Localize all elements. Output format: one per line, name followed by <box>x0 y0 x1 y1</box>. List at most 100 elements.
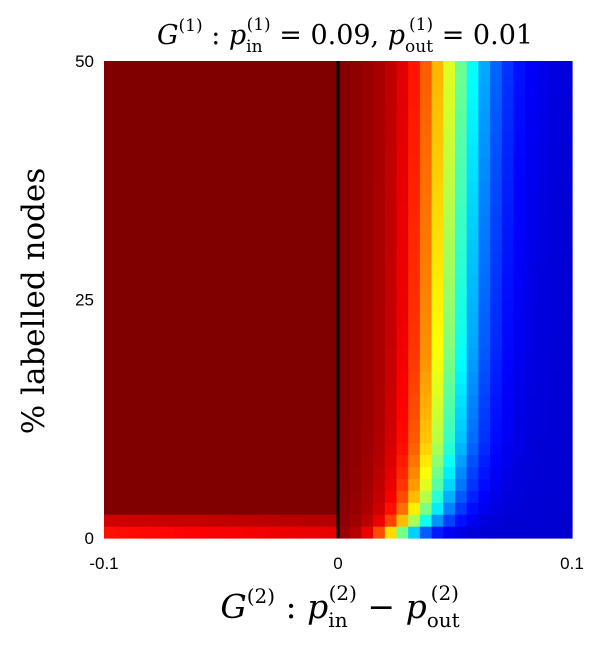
heatmap-cell <box>139 180 152 193</box>
heatmap-cell <box>302 371 316 384</box>
heatmap-cell <box>490 526 503 539</box>
heatmap-cell <box>244 347 257 360</box>
heatmap-cell <box>209 514 222 527</box>
heatmap-cell <box>302 514 316 527</box>
heatmap-cell <box>349 239 362 253</box>
heatmap-cell <box>244 61 257 74</box>
heatmap-cell <box>267 239 281 253</box>
heatmap-cell <box>104 204 117 217</box>
heatmap-cell <box>127 394 140 408</box>
heatmap-cell <box>232 132 245 146</box>
heatmap-cell <box>525 430 538 444</box>
heatmap-cell <box>560 394 573 408</box>
heatmap-cell <box>408 514 421 527</box>
heatmap-cell <box>209 418 222 432</box>
heatmap-cell <box>162 287 175 301</box>
heatmap-cell <box>104 502 117 515</box>
heatmap-cell <box>396 216 409 229</box>
heatmap-cell <box>162 359 175 372</box>
heatmap-cell <box>513 84 526 98</box>
heatmap-cell <box>232 287 245 301</box>
heatmap-cell <box>232 204 245 217</box>
heatmap-cell <box>560 180 573 193</box>
heatmap-cell <box>501 478 515 491</box>
heatmap-cell <box>326 180 339 193</box>
heatmap-cell <box>560 466 573 479</box>
heatmap-cell <box>419 490 433 503</box>
heatmap-cell <box>349 108 362 122</box>
heatmap-cell <box>174 61 187 74</box>
heatmap-cell <box>209 227 222 241</box>
heatmap-cell <box>256 299 269 313</box>
heatmap-cell <box>279 382 292 396</box>
heatmap-cell <box>408 299 421 313</box>
heatmap-cell <box>478 144 491 157</box>
heatmap-cell <box>548 454 561 468</box>
heatmap-cell <box>548 251 561 265</box>
heatmap-cell <box>162 323 175 336</box>
heatmap-cell <box>431 96 444 110</box>
heatmap-cell <box>466 466 479 479</box>
heatmap-cell <box>209 108 222 122</box>
heatmap-cell <box>525 192 538 205</box>
heatmap-cell <box>548 430 561 444</box>
heatmap-cell <box>490 406 503 420</box>
heatmap-cell <box>349 168 362 181</box>
heatmap-cell <box>127 430 140 444</box>
heatmap-cell <box>232 180 245 193</box>
heatmap-cell <box>501 299 515 313</box>
heatmap-cell <box>513 132 526 146</box>
heatmap-cell <box>536 359 550 372</box>
heatmap-cell <box>396 84 409 98</box>
heatmap-cell <box>221 299 234 313</box>
heatmap-cell <box>490 239 503 253</box>
heatmap-cell <box>536 394 550 408</box>
heatmap-cell <box>373 347 386 360</box>
heatmap-cell <box>314 204 327 217</box>
heatmap-cell <box>267 204 281 217</box>
heatmap-cell <box>501 514 515 527</box>
heatmap-cell <box>560 454 573 468</box>
heatmap-cell <box>396 108 409 122</box>
heatmap-cell <box>185 502 199 515</box>
heatmap-cell <box>548 204 561 217</box>
heatmap-cell <box>197 168 210 181</box>
heatmap-cell <box>127 335 140 348</box>
heatmap-cell <box>478 454 491 468</box>
heatmap-cell <box>560 168 573 181</box>
heatmap-cell <box>349 180 362 193</box>
heatmap-cell <box>139 430 152 444</box>
heatmap-cell <box>478 490 491 503</box>
heatmap-cell <box>209 430 222 444</box>
heatmap-cell <box>326 144 339 157</box>
heatmap-cell <box>291 394 304 408</box>
heatmap-cell <box>244 382 257 396</box>
heatmap-cell <box>525 180 538 193</box>
heatmap-cell <box>501 418 515 432</box>
heatmap-cell <box>197 72 210 86</box>
heatmap-cell <box>548 418 561 432</box>
heatmap-cell <box>349 502 362 515</box>
heatmap-cell <box>209 347 222 360</box>
heatmap-cell <box>455 394 468 408</box>
heatmap-cell <box>221 72 234 86</box>
heatmap-cell <box>455 287 468 301</box>
heatmap-cell <box>244 502 257 515</box>
heatmap-cell <box>478 120 491 134</box>
heatmap-cell <box>291 61 304 74</box>
heatmap-cell <box>139 239 152 253</box>
heatmap-cell <box>338 275 351 289</box>
heatmap-cell <box>104 335 117 348</box>
heatmap-cell <box>419 442 433 456</box>
heatmap-cell <box>314 406 327 420</box>
heatmap-cell <box>478 180 491 193</box>
heatmap-cell <box>338 406 351 420</box>
heatmap-cell <box>267 61 281 74</box>
heatmap-cell <box>291 84 304 98</box>
heatmap-cell <box>150 382 164 396</box>
heatmap-cell <box>349 490 362 503</box>
heatmap-cell <box>256 371 269 384</box>
heatmap-cell <box>115 442 128 456</box>
heatmap-cell <box>361 96 374 110</box>
heatmap-cell <box>501 442 515 456</box>
